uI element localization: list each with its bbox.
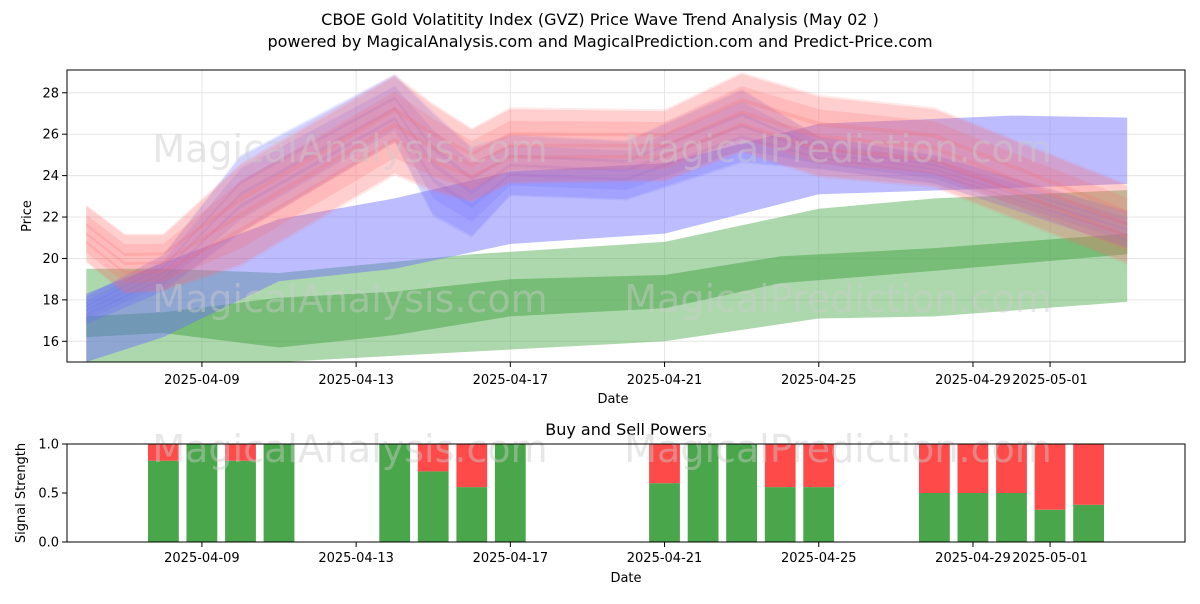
price-y-tick-label: 24 (42, 169, 59, 184)
price-bands (86, 72, 1128, 362)
buy-bar (1073, 504, 1104, 542)
signal-x-tick-label: 2025-04-13 (318, 551, 394, 566)
buy-bar (494, 444, 526, 542)
signal-x-tick-label: 2025-04-17 (473, 551, 549, 566)
price-plot-frame (66, 69, 1186, 363)
signal-x-axis-label: Date (610, 571, 641, 586)
sell-bar (764, 444, 796, 488)
red-wave-ribbon (86, 98, 1128, 275)
buy-bar (263, 444, 295, 542)
price-y-tick-label: 22 (42, 211, 59, 226)
signal-y-ticks: 0.0 0.5 1.0 (38, 438, 67, 551)
red-wave-ribbon (86, 86, 1128, 266)
buy-bar (225, 460, 256, 542)
blue-wave-ribbon (86, 116, 1128, 325)
signal-y-tick-label: 0.0 (38, 536, 59, 551)
sell-bar (456, 444, 488, 488)
price-y-tick-label: 26 (42, 128, 59, 143)
sell-bar (225, 444, 256, 461)
price-y-tick-label: 16 (42, 335, 59, 350)
watermark-left-top: MagicalAnalysis.com (152, 127, 547, 171)
chart-title: CBOE Gold Volatitity Index (GVZ) Price W… (321, 10, 879, 29)
green-narrow-band (86, 233, 1128, 348)
price-x-tick-label: 2025-04-17 (473, 373, 549, 388)
price-x-tick-label: 2025-04-25 (781, 373, 857, 388)
price-y-tick-label: 18 (42, 293, 59, 308)
red-wave-ribbon (86, 110, 1128, 284)
buy-bar (186, 444, 218, 542)
red-wave-envelope (86, 72, 1128, 294)
watermark-right-mid: MagicalPrediction.com (624, 277, 1052, 321)
sell-bar (1034, 444, 1066, 510)
buy-bar (919, 493, 950, 542)
buy-bar (764, 487, 796, 542)
price-panel: MagicalAnalysis.com MagicalPrediction.co… (20, 69, 1186, 407)
price-x-tick-label: 2025-04-29 (935, 373, 1011, 388)
price-x-axis-label: Date (597, 392, 628, 407)
buy-bar (957, 493, 989, 542)
price-x-tick-label: 2025-04-21 (627, 373, 703, 388)
sell-bar (1073, 444, 1104, 505)
watermark-right-bottom: MagicalPrediction.com (624, 427, 1052, 471)
price-y-axis-label: Price (20, 200, 35, 232)
sell-bar (957, 444, 989, 493)
buy-bar (148, 460, 179, 542)
buy-bar (1034, 509, 1066, 542)
signal-y-tick-label: 1.0 (38, 438, 59, 453)
buy-bar (379, 444, 411, 542)
sell-bar (919, 444, 950, 493)
signal-x-tick-label: 2025-04-29 (935, 551, 1011, 566)
buy-bar (726, 444, 757, 542)
signal-panel: Buy and Sell Powers MagicalAnalysis.com … (14, 420, 1186, 586)
price-y-tick-label: 28 (42, 86, 59, 101)
watermark-right-top: MagicalPrediction.com (624, 127, 1052, 171)
sell-bar (649, 444, 680, 484)
sell-bar (417, 444, 449, 472)
price-y-tick-label: 20 (42, 252, 59, 267)
sell-bar (803, 444, 835, 488)
price-x-tick-label: 2025-05-01 (1012, 373, 1088, 388)
signal-bars (148, 444, 1104, 542)
signal-panel-title: Buy and Sell Powers (545, 420, 707, 439)
signal-x-tick-label: 2025-04-09 (164, 551, 240, 566)
signal-x-tick-label: 2025-04-25 (781, 551, 857, 566)
signal-y-axis-label: Signal Strength (14, 443, 29, 543)
buy-bar (649, 483, 680, 542)
signal-y-tick-label: 0.5 (38, 487, 59, 502)
buy-bar (803, 487, 835, 542)
buy-bar (996, 493, 1027, 542)
red-wave-ribbon (86, 122, 1128, 293)
red-wave-ribbon (86, 74, 1128, 257)
sell-bar (996, 444, 1027, 493)
signal-x-ticks: 2025-04-09 2025-04-13 2025-04-17 2025-04-21… (164, 542, 1088, 566)
price-y-ticks: 16 18 20 22 24 26 28 (42, 86, 67, 350)
price-x-ticks: 2025-04-09 2025-04-13 2025-04-17 2025-04-21… (164, 362, 1088, 388)
buy-bar (456, 487, 488, 542)
blue-wave-ribbon (86, 106, 1128, 320)
watermark-left-mid: MagicalAnalysis.com (152, 277, 547, 321)
watermark-left-bottom: MagicalAnalysis.com (152, 427, 547, 471)
signal-x-tick-label: 2025-04-21 (627, 551, 703, 566)
chart-subtitle: powered by MagicalAnalysis.com and Magic… (267, 32, 932, 51)
buy-bar (687, 444, 719, 542)
sell-bar (148, 444, 179, 461)
buy-bar (417, 471, 449, 542)
signal-x-tick-label: 2025-05-01 (1012, 551, 1088, 566)
blue-wide-band (86, 115, 1128, 362)
price-x-tick-label: 2025-04-13 (318, 373, 394, 388)
blue-wave-envelope (86, 74, 1128, 325)
price-x-tick-label: 2025-04-09 (164, 373, 240, 388)
